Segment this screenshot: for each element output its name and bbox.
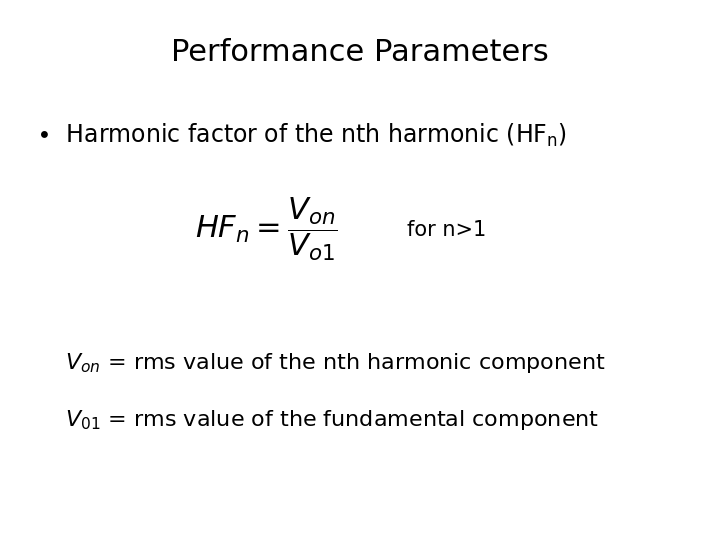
Text: for n>1: for n>1 — [407, 219, 486, 240]
Text: $\bullet$  Harmonic factor of the nth harmonic (HF$_{\mathrm{n}}$): $\bullet$ Harmonic factor of the nth har… — [36, 122, 567, 148]
Text: Performance Parameters: Performance Parameters — [171, 38, 549, 67]
Text: $V_{on}$ = rms value of the nth harmonic component: $V_{on}$ = rms value of the nth harmonic… — [65, 351, 606, 375]
Text: $HF_n = \dfrac{V_{on}}{V_{o1}}$: $HF_n = \dfrac{V_{on}}{V_{o1}}$ — [195, 195, 338, 264]
Text: $V_{01}$ = rms value of the fundamental component: $V_{01}$ = rms value of the fundamental … — [65, 408, 599, 431]
